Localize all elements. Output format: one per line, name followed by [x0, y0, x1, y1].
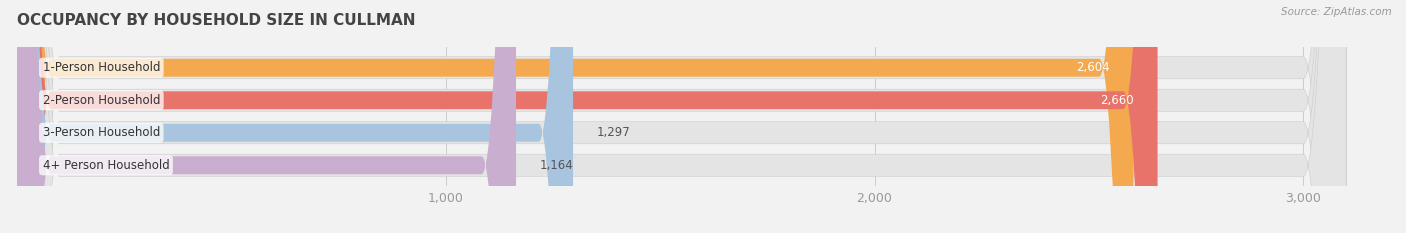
Text: OCCUPANCY BY HOUSEHOLD SIZE IN CULLMAN: OCCUPANCY BY HOUSEHOLD SIZE IN CULLMAN: [17, 14, 415, 28]
FancyBboxPatch shape: [17, 0, 1347, 233]
FancyBboxPatch shape: [17, 0, 1347, 233]
Text: 1,297: 1,297: [596, 126, 630, 139]
FancyBboxPatch shape: [17, 0, 1347, 233]
Text: 2,660: 2,660: [1101, 94, 1135, 107]
FancyBboxPatch shape: [17, 0, 1133, 233]
Text: 4+ Person Household: 4+ Person Household: [42, 159, 169, 172]
FancyBboxPatch shape: [17, 0, 1157, 233]
Text: 1,164: 1,164: [540, 159, 574, 172]
FancyBboxPatch shape: [17, 0, 516, 233]
FancyBboxPatch shape: [17, 0, 1347, 233]
Text: Source: ZipAtlas.com: Source: ZipAtlas.com: [1281, 7, 1392, 17]
Text: 2-Person Household: 2-Person Household: [42, 94, 160, 107]
FancyBboxPatch shape: [17, 0, 574, 233]
Text: 3-Person Household: 3-Person Household: [42, 126, 160, 139]
Text: 2,604: 2,604: [1077, 61, 1109, 74]
Text: 1-Person Household: 1-Person Household: [42, 61, 160, 74]
